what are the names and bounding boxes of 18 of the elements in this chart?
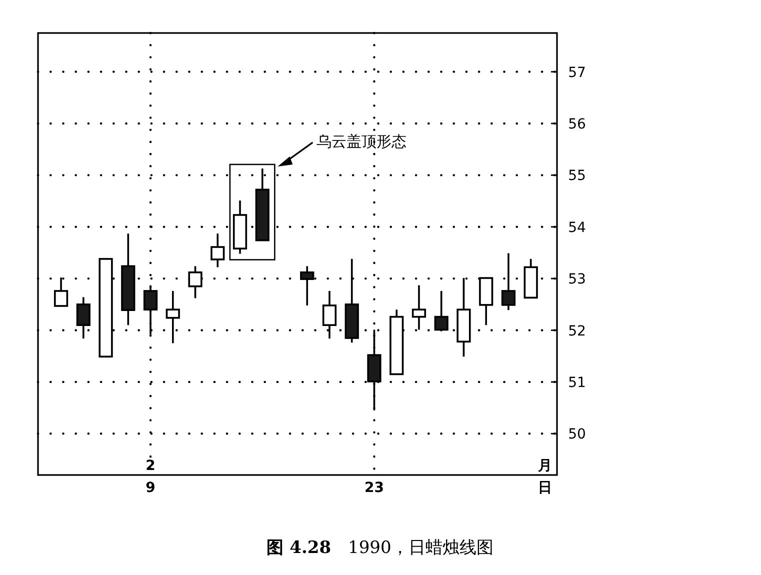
annotation: 乌云盖顶形态 — [316, 132, 407, 150]
y-tick-label: 52 — [568, 323, 586, 340]
annotation: 2 — [146, 458, 156, 474]
candlestick — [210, 232, 225, 268]
candlestick — [501, 252, 516, 311]
y-tick-label: 56 — [568, 116, 586, 132]
candlestick — [76, 296, 90, 340]
x-tick-label: 23 — [364, 480, 384, 496]
y-tick-label: 53 — [568, 272, 586, 288]
annotation: 月 — [537, 458, 552, 474]
y-tick-label: 51 — [568, 374, 586, 391]
text: 图 4.28 1990，日蜡烛线图 — [266, 538, 494, 558]
y-tick-label: 54 — [568, 220, 586, 236]
y-tick-label: 50 — [568, 426, 586, 443]
x-axis-title: 日 — [538, 480, 552, 496]
x-tick-label: 9 — [146, 480, 156, 496]
y-tick-label: 55 — [568, 168, 586, 184]
y-tick-label: 57 — [568, 64, 586, 81]
